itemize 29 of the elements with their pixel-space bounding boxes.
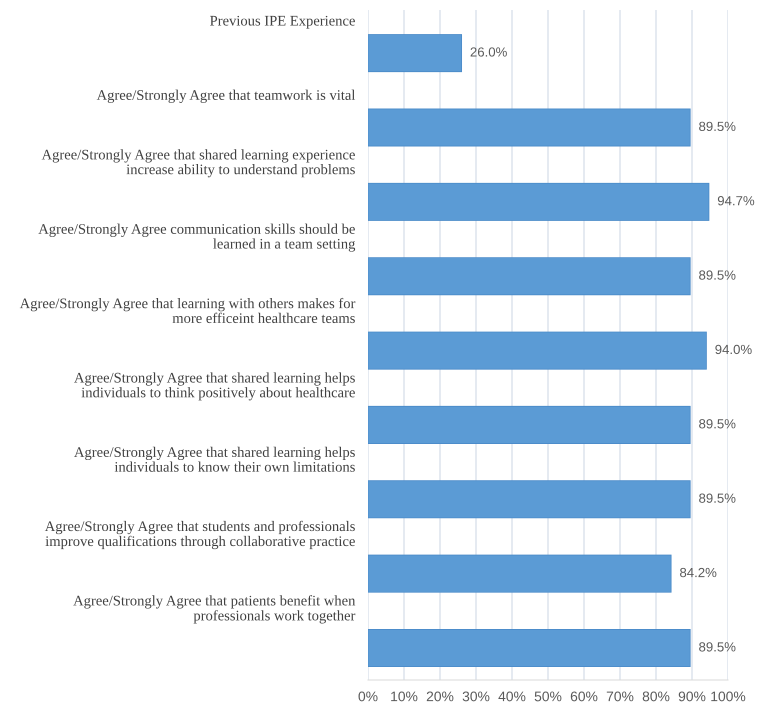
y-tick-label: Agree/Strongly Agree that teamwork is vital (96, 90, 356, 103)
x-tick-label: 10% (391, 691, 418, 702)
data-label: 94.7% (718, 196, 754, 206)
data-label: 84.2% (680, 568, 716, 578)
x-tick-label: 90% (678, 691, 706, 702)
data-label: 94.0% (715, 344, 752, 354)
data-label: 89.5% (699, 642, 736, 652)
data-label: 89.5% (699, 494, 736, 503)
x-tick-label: 60% (570, 691, 598, 702)
y-tick-label: Agree/Strongly Agree that patients benefit when professionals work together (73, 595, 356, 624)
x-tick-label: 50% (534, 691, 562, 702)
data-label: 26.0% (470, 47, 507, 57)
x-tick-label: 80% (642, 691, 670, 702)
x-tick-label: 20% (426, 691, 454, 702)
y-tick-label: Agree/Strongly Agree that shared learning experience increase ability to understand problems (42, 149, 355, 178)
data-label: 89.5% (699, 270, 736, 280)
y-tick-label: Agree/Strongly Agree that learning with others makes for more efficeint healthcare teams (20, 298, 356, 324)
x-tick-label: 40% (498, 691, 526, 702)
y-tick-label: Agree/Strongly Agree that shared learning helps individuals to know their own limitations (74, 446, 355, 472)
y-tick-label: Agree/Strongly Agree that students and professionals improve qualifications through collaborative practice (44, 520, 355, 550)
data-label: 89.5% (699, 122, 736, 132)
data-label: 89.5% (699, 419, 736, 428)
y-tick-label: Previous IPE Experience (210, 16, 355, 29)
x-tick-label: 100% (711, 691, 746, 702)
x-tick-label: 30% (462, 691, 490, 702)
x-tick-label: 70% (606, 691, 634, 702)
y-tick-label: Agree/Strongly Agree communication skills should be learned in a team setting (38, 224, 356, 252)
x-tick-label: 0% (358, 691, 378, 702)
y-tick-label: Agree/Strongly Agree that shared learning helps individuals to think positively about healthcare (74, 372, 355, 400)
